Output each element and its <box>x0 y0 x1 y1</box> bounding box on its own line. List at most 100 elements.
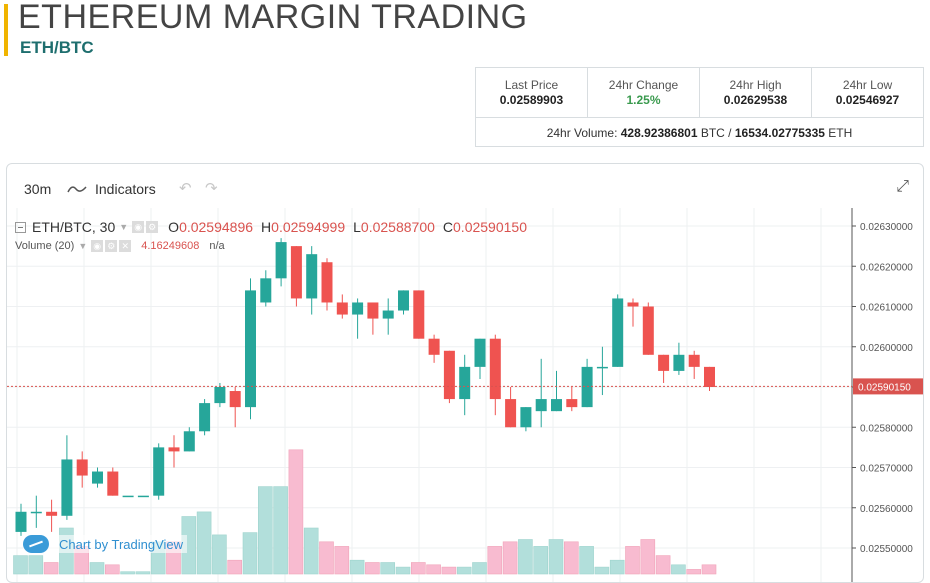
candle-body <box>290 246 302 299</box>
candle-body <box>658 354 670 371</box>
indicators-icon <box>67 186 87 193</box>
candle-body <box>474 338 486 367</box>
candle-body <box>61 459 73 516</box>
volume-eth: 16534.02775335 <box>734 126 825 140</box>
candle-body <box>443 350 455 400</box>
volume-bar <box>640 539 656 575</box>
chevron-down-icon[interactable]: ▼ <box>78 241 88 251</box>
candle-body <box>275 242 287 279</box>
candle-body <box>627 302 639 307</box>
candle-body <box>612 298 624 367</box>
last-price-tag <box>853 378 923 395</box>
change-label: 24hr Change <box>608 78 679 92</box>
market-stats-panel: Last Price 0.02589903 24hr Change 1.25% … <box>475 67 924 147</box>
volume-bar <box>625 546 640 575</box>
high-label: 24hr High <box>729 78 782 92</box>
candle-body <box>306 254 318 299</box>
close-value: 0.02590150 <box>453 219 527 235</box>
y-axis-tick-label: 0.02560000 <box>860 504 913 515</box>
settings-icon[interactable]: ⚙ <box>146 221 159 233</box>
volume-bar <box>273 486 288 575</box>
volume-btc: 428.92386801 <box>620 126 698 140</box>
volume-bar <box>212 534 227 575</box>
fullscreen-icon[interactable]: ⤢ <box>896 178 909 195</box>
volume-bar <box>686 569 702 575</box>
interval-button[interactable]: 30m <box>24 181 52 197</box>
candle-body <box>581 366 593 408</box>
stat-last-price: Last Price 0.02589903 <box>476 68 588 117</box>
candle-body <box>168 447 180 452</box>
volume-bar <box>548 539 564 575</box>
candle-body <box>566 399 578 408</box>
volume-bar <box>533 546 549 575</box>
symbol-label[interactable]: ETH/BTC, 30 <box>32 219 116 235</box>
stat-24hr-low: 24hr Low 0.02546927 <box>812 68 923 117</box>
volume-bar <box>288 449 304 575</box>
volume-line: 24hr Volume: 428.92386801 BTC / 16534.02… <box>476 118 923 148</box>
volume-bar <box>227 559 242 575</box>
eye-icon[interactable]: ◉ <box>132 221 145 233</box>
close-icon[interactable]: ✕ <box>119 240 132 252</box>
candle-body <box>92 471 103 484</box>
low-label: L <box>353 219 361 235</box>
candle-body <box>398 290 409 311</box>
candle-body <box>413 290 425 339</box>
y-axis-tick-label: 0.02550000 <box>860 544 913 555</box>
y-axis-tick-label: 0.02570000 <box>860 464 913 475</box>
y-axis-tick-label: 0.02600000 <box>860 343 913 354</box>
candle-body <box>352 302 364 315</box>
candle-body <box>673 354 685 371</box>
candle-body <box>642 306 654 355</box>
candle-body <box>107 471 119 496</box>
volume-bar <box>579 546 594 575</box>
volume-bar <box>89 562 105 575</box>
volume-bar <box>349 559 365 575</box>
volume-bar <box>319 541 334 575</box>
candle-body <box>520 407 532 428</box>
volume-bar <box>258 486 273 575</box>
volume-study-label[interactable]: Volume (20) <box>15 240 75 252</box>
volume-bar <box>487 546 503 575</box>
last-price-label: 0.02590150 <box>858 382 911 393</box>
y-axis-tick-label: 0.02630000 <box>860 222 913 233</box>
candle-body <box>76 459 88 476</box>
volume-bar <box>303 527 319 575</box>
candlestick-chart[interactable]: 0.02630000 0.02620000 0.02610000 0.02600000… <box>7 164 924 583</box>
candle-body <box>214 387 226 404</box>
y-axis-tick-label: 0.02580000 <box>860 423 913 434</box>
candle-body <box>367 302 379 319</box>
stat-24hr-high: 24hr High 0.02629538 <box>700 68 812 117</box>
stat-24hr-change: 24hr Change 1.25% <box>588 68 700 117</box>
last-price-label: Last Price <box>504 78 559 92</box>
undo-icon[interactable]: ↶ <box>179 180 192 197</box>
candle-body <box>15 511 27 532</box>
y-axis-tick-label: 0.02610000 <box>860 303 913 314</box>
volume-bar <box>410 562 426 575</box>
indicators-button[interactable]: Indicators <box>67 181 156 197</box>
candle-body <box>459 366 471 400</box>
volume-label: 24hr Volume: <box>546 126 618 140</box>
watermark-label: Chart by TradingView <box>59 536 184 552</box>
open-value: 0.02594896 <box>179 219 254 235</box>
candle-body <box>551 399 562 412</box>
low-value: 0.02546927 <box>835 93 900 107</box>
tradingview-watermark[interactable]: Chart by TradingView <box>23 535 188 553</box>
redo-icon[interactable]: ↷ <box>205 180 218 197</box>
chevron-down-icon[interactable]: ▼ <box>119 222 129 232</box>
candle-body <box>321 262 333 303</box>
eye-icon[interactable]: ◉ <box>91 240 104 252</box>
candle-body <box>245 290 256 408</box>
volume-bar <box>196 511 212 575</box>
volume-bar <box>502 541 518 575</box>
volume-bar <box>242 532 258 575</box>
candle-body <box>428 338 440 355</box>
volume-bar <box>655 555 671 575</box>
collapse-legend-icon[interactable] <box>15 221 26 233</box>
candle-body <box>183 431 195 452</box>
y-axis-tick-label: 0.02620000 <box>860 262 913 273</box>
eth-unit: ETH <box>828 126 853 140</box>
volume-bar <box>365 562 380 575</box>
pair-subtitle: ETH/BTC <box>20 38 94 57</box>
chart-widget: 0.02630000 0.02620000 0.02610000 0.02600000… <box>6 163 924 583</box>
settings-icon[interactable]: ⚙ <box>105 240 118 252</box>
